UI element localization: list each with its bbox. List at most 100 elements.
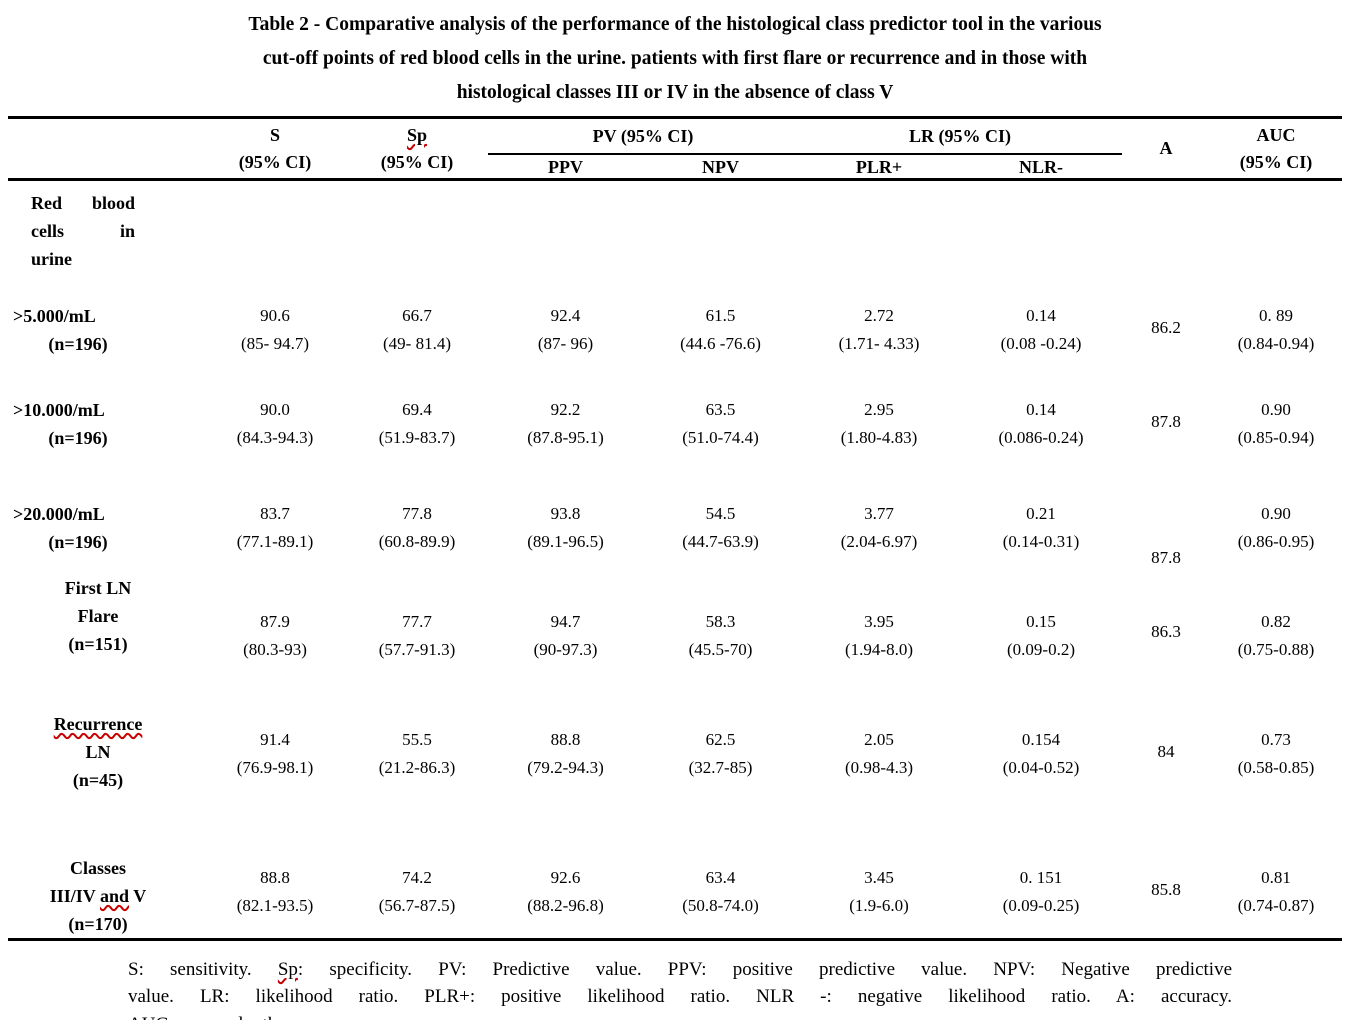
value: 2.95	[864, 399, 894, 419]
row-label-line: Classes	[69, 857, 126, 878]
ci: (85- 94.7)	[241, 333, 309, 353]
ci: (0.85-0.94)	[1237, 427, 1315, 447]
cell-ppv: 92.6 (88.2-96.8)	[488, 851, 643, 941]
footnote-part: S: sensitivity.	[128, 958, 252, 980]
cell-plr: 2.05 (0.98-4.3)	[798, 710, 960, 852]
row-label-line: (n=45)	[72, 769, 124, 790]
row-label-line: First LN	[64, 577, 132, 598]
ci: (32.7-85)	[688, 757, 753, 777]
stub-word: Red	[31, 193, 62, 213]
value: 3.77	[864, 503, 894, 523]
ci: (0.086-0.24)	[998, 427, 1084, 447]
ci: (0.58-0.85)	[1237, 757, 1315, 777]
row-label: First LN Flare (n=151)	[8, 574, 204, 710]
cell-auc: 0.82 (0.75-0.88)	[1210, 574, 1342, 710]
value: 0. 151	[1019, 867, 1063, 887]
stub-header-text: Red blood cells in urine	[31, 189, 135, 273]
value: 62.5	[705, 729, 736, 749]
col-header-npv: NPV	[643, 153, 799, 181]
value: 61.5	[705, 305, 736, 325]
value: 63.5	[705, 399, 736, 419]
cell-npv: 63.5 (51.0-74.4)	[643, 394, 798, 496]
value: 66.7	[402, 305, 432, 325]
ci: (1.80-4.83)	[840, 427, 918, 447]
table-caption: Table 2 - Comparative analysis of the pe…	[0, 0, 1350, 110]
col-header-auc-label: AUC	[1256, 124, 1296, 145]
stub-header-row: Red blood cells in urine	[8, 180, 1342, 300]
ci: (87.8-95.1)	[527, 427, 604, 447]
col-header-s-label: S	[269, 124, 280, 145]
row-label-text: >10.000/mL (n=196)	[13, 396, 143, 452]
value: 3.95	[864, 611, 894, 631]
caption-line-3: histological classes III or IV in the ab…	[456, 82, 894, 103]
ci: (0.75-0.88)	[1237, 639, 1315, 659]
col-header-specificity: Sp (95% CI)	[346, 116, 488, 181]
ci: (0.86-0.95)	[1237, 531, 1315, 551]
col-header-plr: PLR+	[798, 153, 961, 181]
cell-nlr: 0.21 (0.14-0.31)	[960, 496, 1122, 574]
row-label-text: Classes III/IV and V (n=170)	[13, 854, 183, 938]
cell-plr: 3.95 (1.94-8.0)	[798, 574, 960, 710]
cell-sp: 55.5 (21.2-86.3)	[346, 710, 488, 852]
table-row: First LN Flare (n=151) 87.9 (80.3-93) 77.…	[8, 574, 1342, 710]
ci: (77.1-89.1)	[236, 531, 314, 551]
row-label: >10.000/mL (n=196)	[8, 394, 204, 496]
value: 0.73	[1261, 729, 1291, 749]
ci: (0.84-0.94)	[1237, 333, 1315, 353]
table-row: >5.000/mL (n=196) 90.6 (85- 94.7) 66.7 (49…	[8, 300, 1342, 394]
ci: (88.2-96.8)	[527, 895, 604, 915]
col-header-nlr: NLR-	[960, 153, 1123, 181]
label-part: V	[133, 885, 147, 906]
cell-npv: 62.5 (32.7-85)	[643, 710, 798, 852]
spellcheck-squiggle: and	[99, 885, 130, 906]
ci: (87- 96)	[537, 333, 594, 353]
value: 87.8	[1151, 411, 1181, 431]
cell-auc: 0.81 (0.74-0.87)	[1210, 851, 1343, 941]
value: 92.6	[550, 867, 581, 887]
value: 83.7	[260, 503, 290, 523]
row-label-line: (n=151)	[68, 633, 128, 654]
value: 91.4	[260, 729, 290, 749]
label-part: III/IV	[49, 885, 96, 906]
row-label-line: Recurrence	[13, 710, 183, 738]
footnote-line: AUC: area under the curve.	[128, 1011, 1232, 1020]
col-header-sp-ci: (95% CI)	[380, 151, 454, 172]
ci: (0.09-0.25)	[1002, 895, 1080, 915]
row-label-text: >20.000/mL (n=196)	[13, 500, 143, 556]
stub-header: Red blood cells in urine	[8, 180, 204, 300]
table-row: Classes III/IV and V (n=170) 88.8 (82.1-9…	[8, 851, 1343, 941]
ci: (51.9-83.7)	[378, 427, 456, 447]
cell-s: 90.6 (85- 94.7)	[204, 300, 346, 394]
value: 84	[1157, 741, 1175, 761]
ci: (80.3-93)	[243, 639, 307, 659]
value: 2.05	[864, 729, 894, 749]
ci: (44.7-63.9)	[682, 531, 759, 551]
ci: (76.9-98.1)	[236, 757, 314, 777]
ci: (1.9-6.0)	[849, 895, 909, 915]
footnote: S: sensitivity. Sp: specificity. PV: Pre…	[128, 956, 1232, 1020]
cell-npv: 63.4 (50.8-74.0)	[643, 851, 799, 941]
cell-s: 88.8 (82.1-93.5)	[204, 851, 346, 941]
cell-s: 91.4 (76.9-98.1)	[204, 710, 346, 852]
cell-accuracy: 87.8	[1122, 496, 1210, 574]
ci: (56.7-87.5)	[378, 895, 456, 915]
col-group-lr: LR (95% CI)	[798, 116, 1123, 155]
col-header-auc: AUC (95% CI)	[1210, 116, 1343, 181]
row-label-line: (n=196)	[48, 427, 108, 448]
cell-accuracy: 86.3	[1122, 574, 1210, 710]
row-label-line: >10.000/mL	[13, 399, 105, 420]
row-label-text: Recurrence LN (n=45)	[13, 710, 183, 794]
col-header-auc-ci: (95% CI)	[1239, 151, 1313, 172]
spellcheck-squiggle: Sp	[277, 958, 298, 980]
col-header-sp-label: Sp	[346, 122, 488, 149]
stub-line: urine	[31, 249, 73, 269]
value: 92.4	[550, 305, 581, 325]
value: 0.15	[1026, 611, 1056, 631]
table-row: Recurrence LN (n=45) 91.4 (76.9-98.1) 55.…	[8, 710, 1342, 852]
value: 77.8	[402, 503, 432, 523]
cell-nlr: 0. 151 (0.09-0.25)	[960, 851, 1123, 941]
value: 2.72	[864, 305, 894, 325]
value: 87.9	[260, 611, 290, 631]
cell-sp: 74.2 (56.7-87.5)	[346, 851, 488, 941]
stub-word: in	[119, 221, 135, 241]
